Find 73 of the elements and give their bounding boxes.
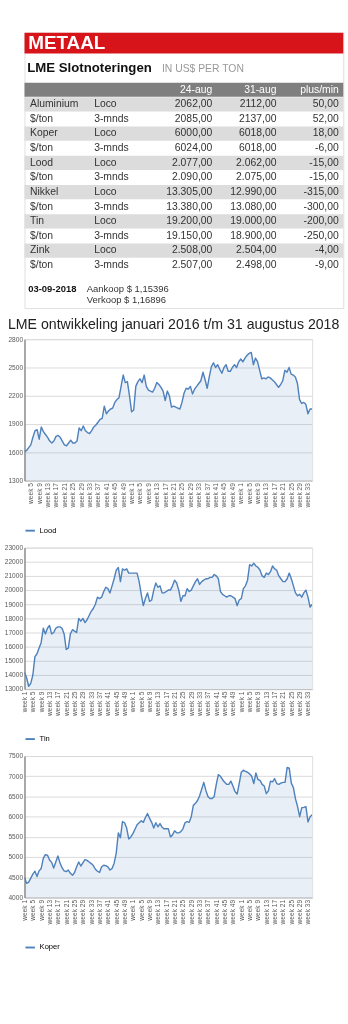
text: Koper — [30, 127, 59, 139]
text: -6,00 — [315, 142, 339, 154]
text: 2.507,00 — [171, 259, 213, 271]
text: -200,00 — [303, 215, 339, 227]
text: 52,00 — [312, 112, 339, 124]
text: 3-mnds — [94, 259, 129, 271]
text: Zink — [30, 244, 51, 256]
text: -15,00 — [309, 171, 339, 183]
text: 3-mnds — [94, 171, 129, 183]
text: -9,00 — [315, 259, 339, 271]
text: 13.380,00 — [166, 200, 213, 212]
text: 3-mnds — [94, 112, 129, 124]
text: -4,00 — [315, 244, 339, 256]
text: 13.305,00 — [166, 185, 213, 197]
text: 2112,00 — [239, 98, 277, 110]
text: Loco — [94, 215, 117, 227]
text: 2.077,00 — [171, 156, 213, 168]
text: -315,00 — [303, 185, 339, 197]
text: 50,00 — [312, 98, 339, 110]
chart-title: LME ontwikkeling januari 2016 t/m 31 augustus 2018 — [7, 315, 340, 332]
text: 19.200,00 — [166, 215, 213, 227]
text: Nikkel — [30, 185, 59, 197]
text: Aankoop $ 1,15396 — [86, 283, 169, 295]
text: 31-aug — [244, 84, 277, 96]
text: 19.150,00 — [166, 229, 213, 241]
text: 2.508,00 — [171, 244, 213, 256]
legend-label: Koper — [39, 942, 61, 952]
text: Loco — [94, 185, 117, 197]
text: Loco — [94, 127, 117, 139]
text: 6000,00 — [174, 127, 213, 139]
text: Loco — [94, 156, 117, 168]
text: 2062,00 — [174, 98, 213, 110]
text: 2.090,00 — [171, 171, 213, 183]
text: 24-aug — [180, 84, 213, 96]
text: $/ton — [30, 171, 54, 183]
text: -300,00 — [303, 200, 339, 212]
text: 18,00 — [312, 127, 339, 139]
text: 2.062,00 — [236, 156, 277, 168]
text: 6018,00 — [238, 142, 277, 154]
text: -250,00 — [303, 229, 339, 241]
text: 2.498,00 — [236, 259, 277, 271]
text: 6018,00 — [238, 127, 277, 139]
text: $/ton — [30, 112, 54, 124]
text: 6024,00 — [174, 142, 213, 154]
text: 18.900,00 — [230, 229, 277, 241]
text: 2085,00 — [174, 112, 213, 124]
text: Aluminium — [30, 98, 79, 110]
text: 3-mnds — [94, 200, 129, 212]
text: Loco — [94, 98, 117, 110]
text: $/ton — [30, 142, 54, 154]
text: $/ton — [30, 229, 54, 241]
text: Tin — [30, 215, 45, 227]
text: 12.990,00 — [230, 185, 277, 197]
text: 2137,00 — [238, 112, 277, 124]
text: $/ton — [30, 259, 54, 271]
text: -15,00 — [309, 156, 339, 168]
text: $/ton — [30, 200, 54, 212]
text: LME Slotnoteringen — [27, 60, 152, 76]
text: 03-09-2018 — [28, 283, 77, 295]
text: plus/min — [300, 84, 339, 96]
text: METAAL — [28, 31, 106, 53]
text: 3-mnds — [94, 142, 129, 154]
legend-label: Tin — [39, 733, 50, 743]
text: Verkoop $ 1,16896 — [86, 294, 167, 306]
legend-label: Lood — [39, 525, 57, 535]
text: 2.504,00 — [236, 244, 277, 256]
text: 19.000,00 — [230, 215, 277, 227]
text: 3-mnds — [94, 229, 129, 241]
text: 13.080,00 — [230, 200, 277, 212]
text: 2.075,00 — [236, 171, 277, 183]
text: IN US$ PER TON — [161, 63, 244, 75]
text: Lood — [30, 156, 54, 168]
text: Loco — [94, 244, 117, 256]
